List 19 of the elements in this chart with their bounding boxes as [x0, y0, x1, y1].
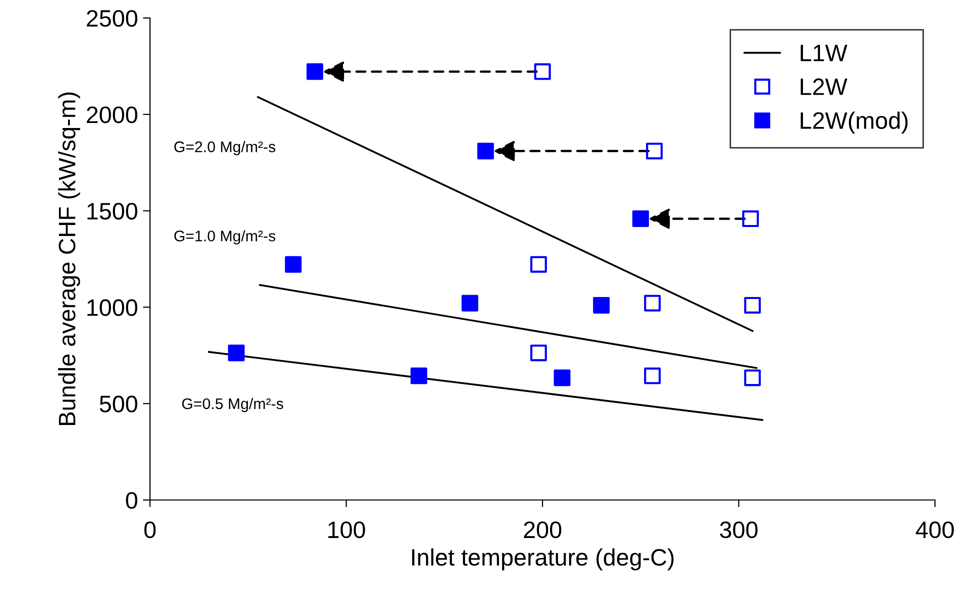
y-axis-title: Bundle average CHF (kW/sq-m): [58, 92, 80, 425]
legend-label: L2W: [800, 78, 848, 95]
x-tick-label: 200: [524, 521, 562, 538]
legend-label: L2W(mod): [800, 112, 908, 134]
x-tick-label: 400: [916, 521, 954, 538]
x-tick-label: 300: [720, 521, 758, 538]
x-tick-label: 0: [144, 521, 156, 538]
x-tick-label: 100: [328, 521, 366, 538]
annotation: G=2.0 Mg/m²-s: [174, 141, 276, 156]
y-tick-label: 1500: [87, 202, 138, 220]
y-tick-label: 2000: [86, 106, 138, 124]
x-axis-title: Inlet temperature (deg-C): [412, 548, 674, 570]
y-tick-label: 2500: [86, 10, 138, 27]
y-tick-label: 500: [100, 396, 138, 412]
annotation: G=0.5 Mg/m²-s: [182, 398, 284, 412]
y-tick-label: 0: [126, 492, 138, 509]
legend-label: L1W: [800, 44, 848, 62]
annotation: G=1.0 Mg/m²-s: [174, 230, 276, 244]
y-tick-label: 1000: [87, 299, 138, 316]
